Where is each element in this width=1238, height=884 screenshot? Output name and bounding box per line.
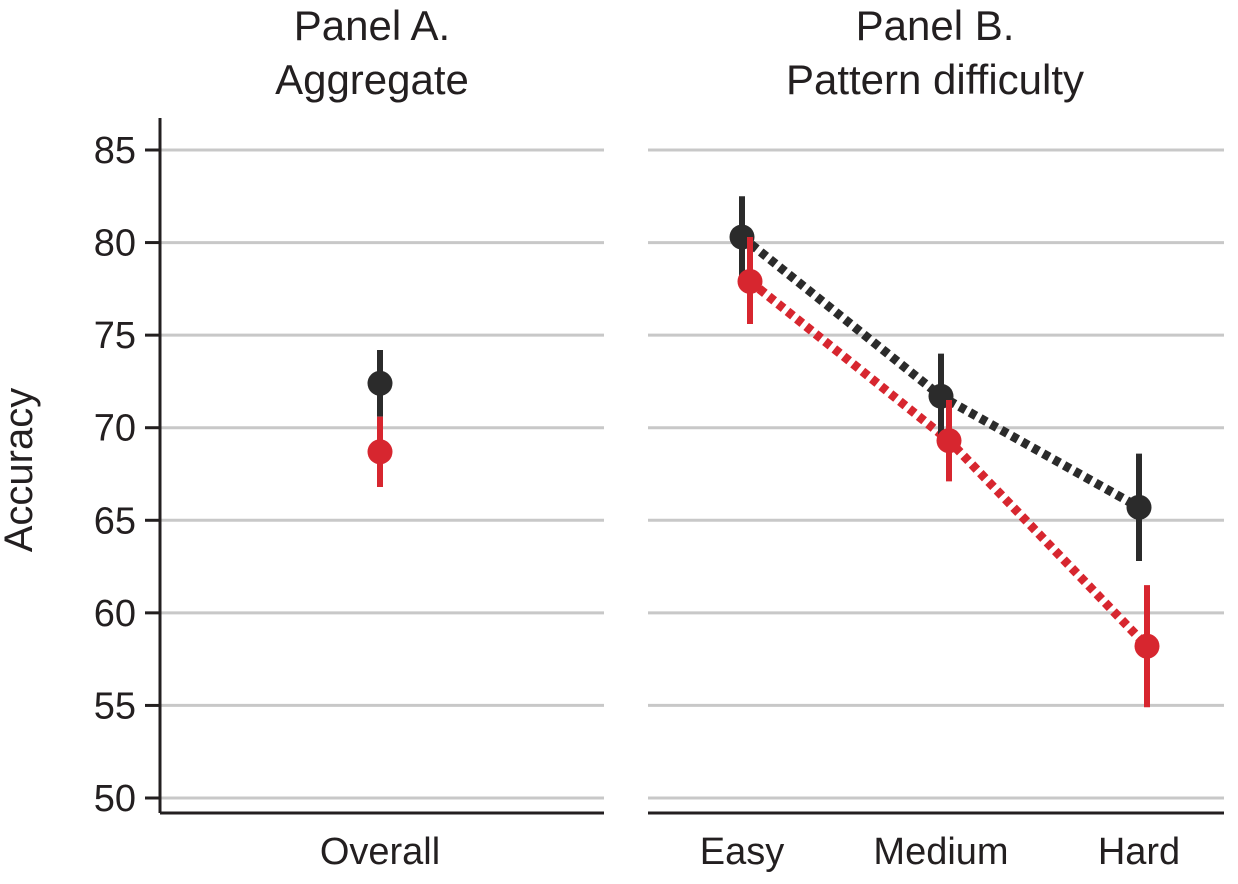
y-tick-label-55: 55 (94, 685, 136, 727)
panel-a: Panel A. Aggregate 50 55 60 65 70 75 80 85 Overa… (94, 2, 604, 873)
panel-b-x-tick-label-medium: Medium (873, 831, 1008, 873)
panel-a-marks (367, 349, 393, 487)
y-tick-label-75: 75 (94, 315, 136, 357)
panel-b-x-tick-label-hard: Hard (1098, 831, 1180, 873)
panel-b-series-1-point-hard (1126, 494, 1152, 520)
y-tick-label-80: 80 (94, 223, 136, 265)
panel-b-series-2-point-medium (936, 428, 962, 454)
panel-a-title-line1: Panel A. (294, 2, 450, 49)
panel-b-title-line2: Pattern difficulty (786, 56, 1084, 103)
y-tick-label-50: 50 (94, 778, 136, 820)
panel-b-x-tick-label-easy: Easy (700, 831, 784, 873)
panel-b-axes: Easy Medium Hard (648, 811, 1224, 873)
y-tick-label-65: 65 (94, 500, 136, 542)
panel-a-x-tick-label-overall: Overall (320, 831, 440, 873)
panel-b-title-line1: Panel B. (856, 2, 1015, 49)
panel-a-title-line2: Aggregate (275, 56, 469, 103)
panel-a-series-2-point-overall (367, 439, 393, 465)
panel-b: Panel B. Pattern difficulty Easy Medium Ha… (648, 2, 1224, 873)
panel-a-series-1-point-overall (367, 370, 393, 396)
panel-b-marks (729, 196, 1160, 708)
y-tick-label-85: 85 (94, 130, 136, 172)
y-axis-label: Accuracy (0, 388, 41, 553)
y-tick-label-60: 60 (94, 593, 136, 635)
panel-a-axes: 50 55 60 65 70 75 80 85 Overall (94, 118, 604, 873)
panel-b-series-2-point-easy (737, 268, 763, 294)
panel-b-series-2-point-hard (1134, 633, 1160, 659)
y-tick-label-70: 70 (94, 408, 136, 450)
